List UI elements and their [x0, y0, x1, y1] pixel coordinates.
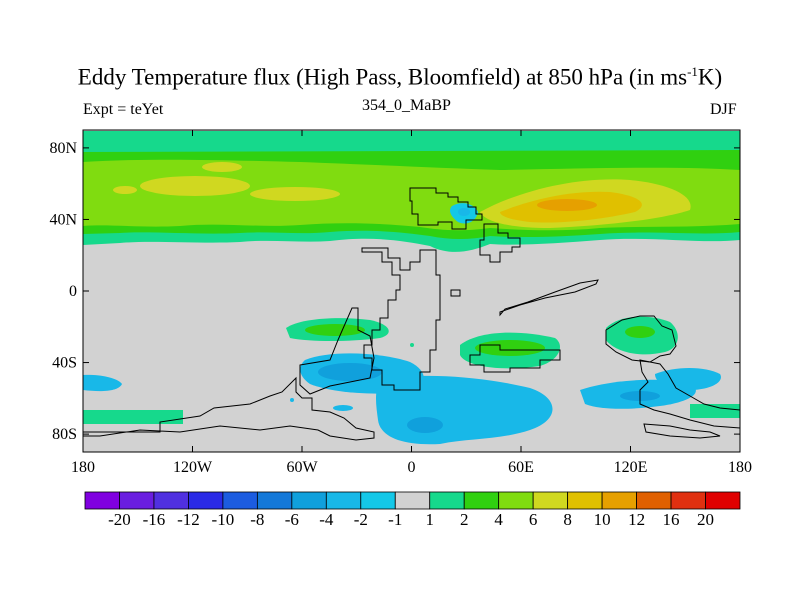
so-blue-atlantic-core	[407, 417, 443, 433]
sh-green-band-east	[690, 404, 740, 418]
x-tick-label: 0	[408, 459, 416, 476]
colorbar-box	[705, 491, 741, 510]
coast-australia	[605, 315, 677, 363]
nh-yellow-tiny	[113, 186, 137, 194]
colorbar-box	[670, 491, 706, 510]
so-blue-east	[655, 368, 721, 390]
y-tick-label: 40N	[49, 211, 77, 228]
x-tick-label: 180	[71, 459, 95, 476]
coastlines	[83, 187, 740, 441]
colorbar-label: 8	[563, 510, 572, 529]
colorbar-label: -16	[142, 510, 166, 529]
colorbar-label: 20	[697, 510, 715, 529]
colorbar-box	[360, 491, 396, 510]
season-label: DJF	[710, 101, 737, 118]
y-tick-label: 0	[69, 283, 77, 300]
coast-se-chain	[639, 359, 740, 429]
colorbar-box	[119, 491, 155, 510]
coast-small-island	[450, 289, 461, 297]
colorbar-label: -12	[177, 510, 200, 529]
coast-southern-africa	[469, 344, 561, 373]
x-tick-label: 120W	[173, 459, 213, 476]
sh-green-band-west	[83, 410, 183, 424]
colorbar-box	[325, 491, 362, 510]
colorbar-label: -4	[319, 510, 334, 529]
title-main: Eddy Temperature flux (High Pass, Bloomf…	[77, 64, 688, 90]
x-axis: 180 120W 60W 0 60E 120E 180	[71, 130, 752, 476]
colorbar-label: 6	[528, 510, 538, 529]
sh-green-australia-core	[625, 326, 655, 338]
colorbar-box	[567, 491, 603, 510]
coast-north-block	[409, 187, 483, 230]
experiment-label: Expt = teYet	[83, 101, 164, 118]
y-axis: 80N 40N 0 40S 80S	[49, 140, 740, 443]
colorbar-box	[498, 491, 534, 510]
colorbar-box	[291, 491, 327, 510]
nh-darkorange-asia	[537, 199, 597, 211]
coast-east-tendril	[499, 279, 599, 317]
colorbar-label: 16	[662, 510, 680, 529]
coast-south-america	[299, 307, 375, 395]
colorbar-label: -2	[353, 510, 368, 529]
x-tick-label: 120E	[614, 459, 648, 476]
coast-antarctic-block	[83, 376, 375, 441]
colorbar-box	[532, 491, 569, 510]
x-tick-label: 60W	[286, 459, 318, 476]
so-blue-tiny	[333, 405, 353, 411]
title-suffix: K)	[697, 64, 723, 90]
colorbar-label: -8	[250, 510, 265, 529]
colorbar-box	[188, 491, 224, 510]
colorbar-label: 2	[459, 510, 469, 529]
title-superscript: -1	[687, 64, 698, 79]
colorbar-box	[394, 491, 431, 510]
so-blue-west	[83, 374, 122, 392]
colorbar-label: -6	[284, 510, 299, 529]
colorbar-label: 1	[425, 510, 434, 529]
colorbar-box	[601, 491, 637, 510]
coast-europe-east	[479, 223, 521, 263]
med-cyan-core	[458, 208, 470, 216]
colorbar-box	[222, 491, 258, 510]
nh-yellow-west	[140, 176, 250, 196]
colorbar-label: -10	[211, 510, 235, 529]
colorbar-box	[636, 491, 672, 510]
sh-green-indian-core	[475, 340, 545, 356]
colorbar-label: 4	[494, 510, 503, 529]
speck-green	[410, 343, 414, 347]
colorbar	[84, 491, 741, 510]
y-tick-label: 80N	[49, 140, 77, 157]
y-tick-label: 80S	[52, 426, 77, 443]
colorbar-label: 12	[628, 510, 646, 529]
colorbar-box	[153, 491, 189, 510]
run-label: 354_0_MaBP	[362, 97, 451, 114]
sh-green-atlantic-core	[305, 324, 365, 336]
plot-title: Eddy Temperature flux (High Pass, Bloomf…	[0, 64, 800, 91]
nh-yellow-atlantic	[250, 187, 340, 201]
nh-yellow-small	[202, 162, 242, 172]
x-tick-label: 180	[728, 459, 752, 476]
coast-africa-north	[361, 247, 441, 391]
y-tick-label: 40S	[52, 355, 77, 372]
colorbar-label: -20	[108, 510, 131, 529]
so-blue-pacific-core	[318, 363, 382, 381]
colorbar-box	[256, 491, 293, 510]
x-tick-label: 60E	[508, 459, 534, 476]
colorbar-label: 10	[593, 510, 611, 529]
colorbar-box	[84, 491, 120, 510]
colorbar-box	[429, 491, 465, 510]
coast-south-east-piece	[643, 423, 721, 439]
speck-blue	[290, 398, 294, 402]
colorbar-box	[463, 491, 500, 510]
colorbar-label: -1	[388, 510, 403, 529]
